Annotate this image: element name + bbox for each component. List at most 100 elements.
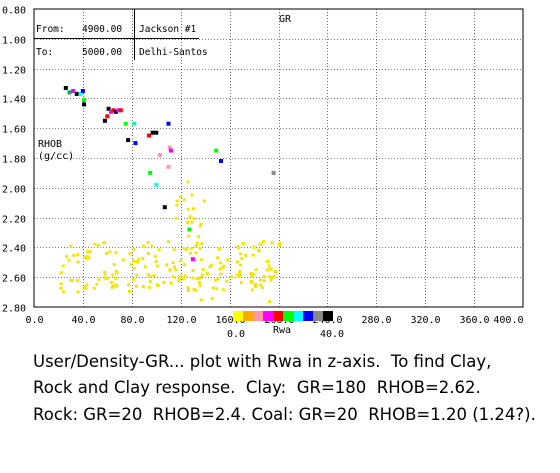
data-point (128, 289, 131, 293)
data-point (199, 222, 203, 226)
data-point (194, 251, 198, 255)
data-point (116, 108, 121, 113)
data-points (59, 86, 282, 304)
data-point (108, 250, 112, 254)
x-axis-title: GR (279, 14, 292, 25)
data-point (214, 148, 219, 153)
data-point (133, 141, 138, 146)
plot-area (33, 8, 524, 308)
data-point (131, 278, 135, 281)
data-point (59, 286, 63, 290)
data-point (142, 244, 146, 248)
data-point (162, 280, 166, 284)
data-point (147, 251, 150, 255)
x-tick-label: 160.0 (215, 315, 245, 326)
data-point (260, 286, 264, 289)
data-point (162, 205, 167, 210)
data-point (177, 279, 180, 283)
data-point (216, 277, 220, 281)
data-point (168, 148, 173, 153)
y-axis-title: RHOB (38, 139, 62, 150)
data-point (167, 240, 171, 244)
data-point (250, 274, 254, 278)
data-point (198, 224, 202, 228)
data-point (118, 108, 123, 113)
data-point (194, 244, 198, 248)
data-point (121, 258, 125, 262)
rwa-scale-swatch (283, 311, 293, 321)
data-point (259, 278, 263, 282)
data-point (251, 253, 255, 257)
data-point (134, 284, 138, 288)
data-point (148, 280, 152, 284)
data-point (236, 245, 240, 249)
data-point (128, 252, 132, 256)
data-point (215, 287, 219, 291)
data-point (186, 207, 190, 211)
data-point (190, 257, 195, 262)
y-axis-ticks: 0.80 1.00 1.20 1.40 1.60 1.80 2.00 2.20 2.40 2.60… (2, 6, 26, 315)
data-point (105, 252, 108, 255)
data-point (239, 263, 242, 267)
data-point (92, 286, 96, 290)
data-point (83, 256, 87, 260)
data-point (71, 89, 76, 93)
data-point (152, 274, 156, 278)
data-point (146, 273, 150, 276)
data-point (271, 276, 275, 279)
data-point (252, 245, 256, 249)
well-name: Jackson #1 (139, 24, 196, 35)
data-point (93, 242, 97, 246)
data-point (202, 199, 206, 203)
y-tick-label: 1.00 (2, 36, 26, 47)
data-point (113, 109, 118, 114)
data-point (112, 263, 116, 267)
data-point (67, 90, 72, 95)
data-point (67, 258, 71, 262)
data-point (135, 273, 139, 277)
data-point (95, 282, 99, 286)
data-point (194, 288, 198, 292)
data-point (221, 266, 225, 269)
data-point (217, 247, 221, 251)
data-point (109, 109, 113, 114)
data-point (150, 244, 154, 248)
data-point (201, 268, 205, 272)
data-point (219, 261, 222, 265)
data-point (190, 193, 194, 197)
y-tick-label: 2.80 (2, 304, 26, 315)
data-point (114, 251, 118, 255)
data-point (274, 270, 277, 273)
rwa-scale-swatch (243, 311, 253, 321)
x-tick-label: 360.0 (459, 315, 489, 326)
data-point (132, 247, 136, 251)
data-point (198, 247, 202, 251)
data-point (141, 256, 145, 260)
data-point (198, 284, 202, 288)
data-point (97, 278, 101, 282)
data-point (244, 253, 248, 257)
data-point (200, 273, 204, 277)
data-point (182, 247, 186, 251)
to-label: To: (36, 47, 53, 58)
data-point (74, 91, 79, 96)
data-point (111, 273, 115, 277)
data-point (219, 159, 223, 163)
rwa-scale-swatch (303, 311, 313, 321)
data-point (174, 216, 178, 220)
data-point (132, 259, 136, 263)
data-point (137, 257, 141, 261)
data-point (270, 241, 274, 245)
data-point (225, 279, 229, 283)
data-point (63, 86, 68, 90)
data-point (169, 281, 173, 285)
data-point (185, 248, 189, 252)
data-point (265, 268, 269, 272)
data-point (239, 252, 243, 256)
data-point (82, 102, 87, 107)
data-point (86, 255, 90, 259)
y-tick-label: 1.20 (2, 66, 26, 77)
data-point (85, 256, 89, 260)
data-point (175, 199, 179, 203)
data-point (266, 260, 270, 263)
